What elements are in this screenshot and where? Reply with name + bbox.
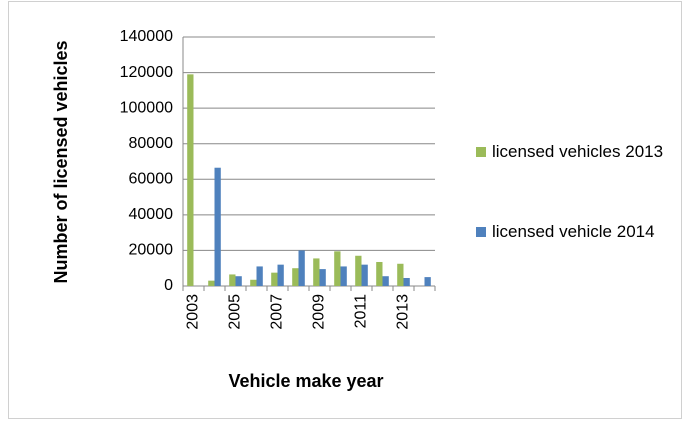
x-tick-label: 2005 [227,294,244,330]
legend-label: licensed vehicle 2014 [492,222,655,241]
x-axis-title: Vehicle make year [228,371,383,391]
bar [340,266,347,286]
bar [319,269,326,286]
bar [382,276,389,286]
x-tick-label: 2009 [311,294,328,330]
y-tick-label: 140000 [120,28,173,45]
bar [250,279,257,286]
legend-item: licensed vehicles 2013 [476,138,676,166]
y-tick-label: 60000 [129,171,174,188]
bar [403,277,410,286]
y-tick-label: 0 [164,277,173,294]
bar [292,268,299,286]
legend-label: licensed vehicles 2013 [492,142,664,161]
bar [334,251,341,286]
x-tick-label: 2007 [269,294,286,330]
bar [424,277,431,286]
y-tick-label: 40000 [129,206,174,223]
x-tick-label: 2013 [395,294,412,330]
legend-swatch [476,147,486,157]
bar [229,274,236,286]
legend-item: licensed vehicle 2014 [476,218,676,246]
y-tick-label: 80000 [129,135,174,152]
y-tick-label: 120000 [120,64,173,81]
bar [187,74,194,286]
bar [214,167,221,286]
x-tick-label: 2011 [353,294,370,329]
bar [256,266,263,286]
x-tick-label: 2003 [185,294,202,330]
bar [271,272,278,286]
bar [235,276,242,286]
bar [208,280,215,286]
bar [397,263,404,286]
y-axis-title: Number of licensed vehicles [51,40,71,283]
bar [277,264,284,286]
legend-swatch [476,227,486,237]
bar [361,264,368,286]
bar [355,255,362,286]
bar [298,250,305,286]
bar [313,258,320,286]
y-tick-label: 20000 [129,242,174,259]
bar [376,261,383,286]
chart-border [8,1,682,419]
y-tick-label: 100000 [120,99,173,116]
